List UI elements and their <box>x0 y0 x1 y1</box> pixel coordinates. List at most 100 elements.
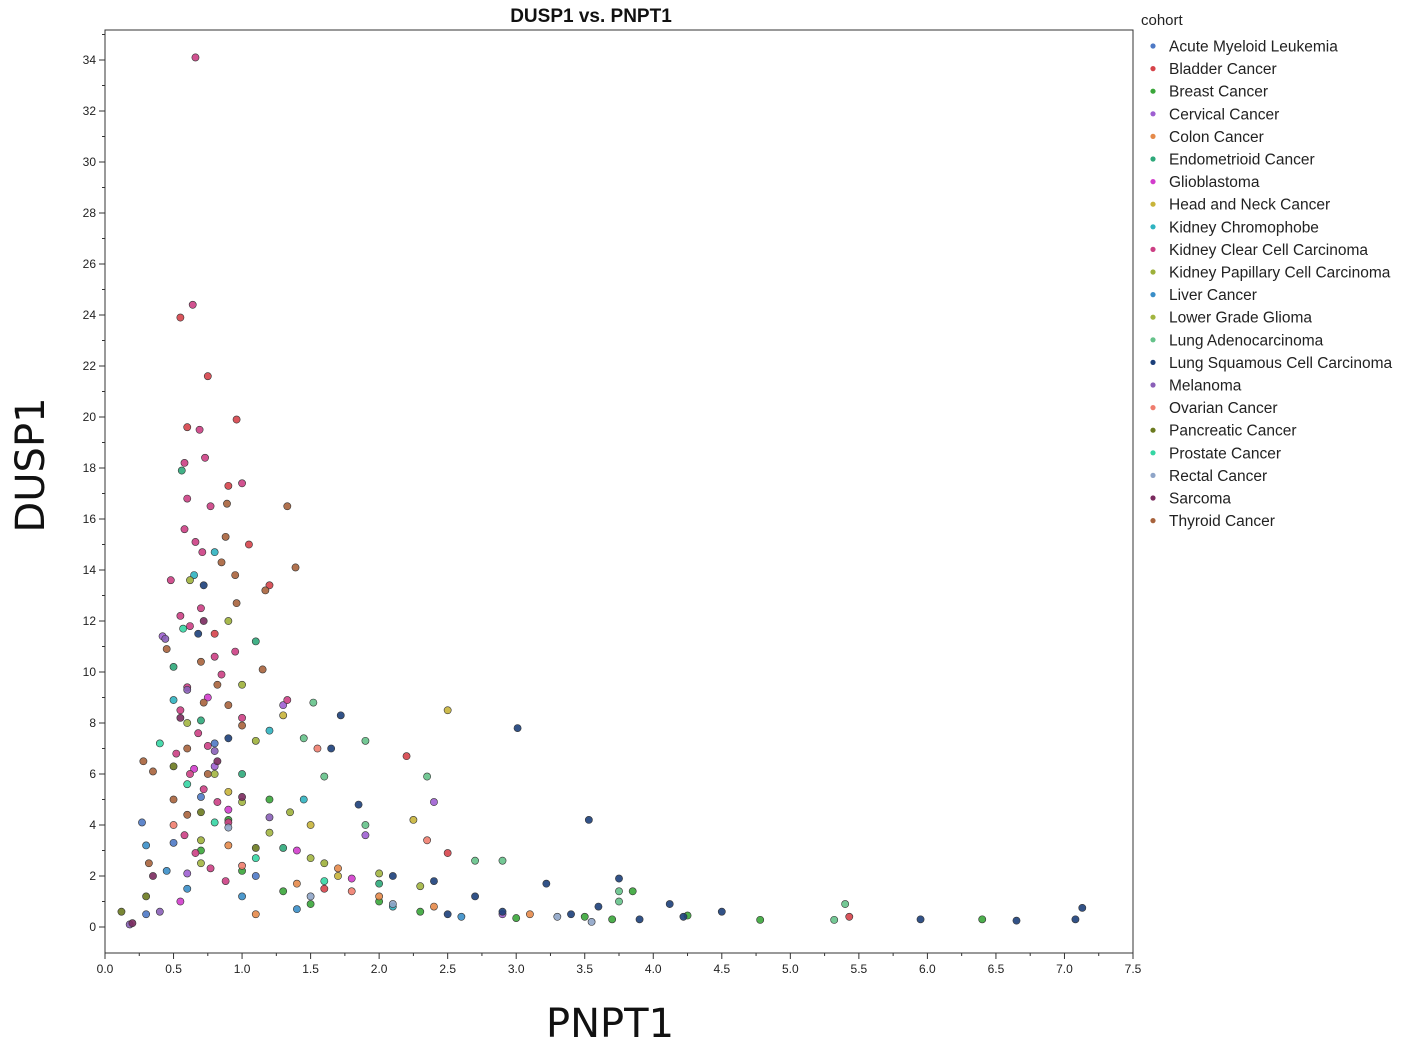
data-point <box>210 652 219 661</box>
data-point <box>292 846 301 855</box>
y-tick-label: 10 <box>83 665 97 679</box>
data-point <box>203 693 212 702</box>
data-point <box>443 706 452 715</box>
data-point <box>162 867 171 875</box>
legend-item: Colon Cancer <box>1150 129 1264 146</box>
legend-label: Thyroid Cancer <box>1169 513 1275 530</box>
data-point <box>615 874 623 883</box>
data-point <box>498 907 507 916</box>
y-tick-label: 12 <box>83 614 97 628</box>
legend-label: Bladder Cancer <box>1169 61 1277 78</box>
data-point <box>279 701 288 710</box>
data-point <box>258 665 267 674</box>
data-point <box>199 698 208 707</box>
data-point <box>279 887 288 896</box>
x-tick-label: 0.0 <box>97 962 114 976</box>
x-axis-title: PNPT1 <box>546 1001 674 1041</box>
legend-label: Prostate Cancer <box>1169 445 1281 462</box>
data-point <box>584 816 593 824</box>
legend-marker <box>1150 292 1156 298</box>
legend-item: Glioblastoma <box>1150 174 1260 191</box>
legend-marker <box>1150 156 1156 162</box>
y-tick-label: 14 <box>83 563 97 577</box>
legend-marker <box>1150 111 1156 117</box>
data-point <box>194 729 203 738</box>
data-point <box>224 841 233 850</box>
data-point <box>430 902 438 911</box>
legend-marker <box>1150 66 1156 72</box>
data-point <box>197 604 205 613</box>
data-point <box>299 795 308 804</box>
data-point <box>186 576 194 585</box>
data-point <box>679 912 688 921</box>
legend-label: Cervical Cancer <box>1169 106 1279 123</box>
data-point <box>155 907 164 916</box>
data-point <box>265 795 274 804</box>
data-point <box>665 900 674 908</box>
data-point <box>191 849 200 857</box>
legend-label: Ovarian Cancer <box>1169 400 1278 417</box>
data-point <box>306 854 315 863</box>
data-point <box>176 706 185 715</box>
data-point <box>283 696 292 704</box>
data-point <box>161 634 170 643</box>
data-point <box>206 864 215 873</box>
legend-item: Pancreatic Cancer <box>1150 423 1297 440</box>
data-point <box>251 736 260 745</box>
legend-item: Ovarian Cancer <box>1150 400 1278 417</box>
data-point <box>526 910 534 919</box>
y-tick-label: 26 <box>83 257 97 271</box>
data-point <box>203 770 212 778</box>
legend-label: Rectal Cancer <box>1169 468 1267 485</box>
data-point <box>194 629 203 638</box>
data-point <box>186 622 194 630</box>
x-tick-label: 2.0 <box>371 962 388 976</box>
data-point <box>265 581 274 590</box>
data-point <box>717 907 726 916</box>
data-point <box>615 897 623 906</box>
legend-item: Liver Cancer <box>1150 287 1257 304</box>
data-point <box>457 912 466 921</box>
data-point <box>292 905 301 914</box>
legend-item: Rectal Cancer <box>1150 468 1267 485</box>
data-point <box>198 548 207 557</box>
data-point <box>180 525 189 534</box>
y-tick-label: 8 <box>89 716 96 730</box>
data-point <box>628 887 637 896</box>
y-tick-label: 30 <box>83 155 97 169</box>
data-point <box>217 670 226 679</box>
y-tick-label: 18 <box>83 461 97 475</box>
data-point <box>238 721 246 730</box>
legend-marker <box>1150 43 1156 49</box>
legend-label: Melanoma <box>1169 378 1242 395</box>
data-point <box>169 795 178 804</box>
data-point <box>361 736 370 745</box>
legend-label: Acute Myeloid Leukemia <box>1169 39 1338 56</box>
legend-marker <box>1150 518 1156 524</box>
data-point <box>183 810 192 819</box>
legend-item: Acute Myeloid Leukemia <box>1150 39 1338 56</box>
legend-item: Thyroid Cancer <box>1150 513 1275 530</box>
legend-marker <box>1150 495 1156 501</box>
data-point <box>388 872 397 880</box>
data-point <box>409 816 418 824</box>
data-point <box>191 538 200 546</box>
x-tick-label: 3.0 <box>508 962 525 976</box>
data-point <box>177 466 186 475</box>
points-layer <box>117 53 1087 929</box>
data-point <box>190 571 198 579</box>
legend-label: Breast Cancer <box>1169 84 1268 101</box>
data-point <box>279 844 288 852</box>
data-point <box>291 563 300 572</box>
data-point <box>423 836 432 845</box>
data-point <box>180 458 189 467</box>
data-point <box>231 571 240 579</box>
legend-item: Lung Squamous Cell Carcinoma <box>1150 355 1393 372</box>
data-point <box>238 793 246 801</box>
legend-title: cohort <box>1141 12 1184 29</box>
data-point <box>306 892 315 901</box>
data-point <box>169 696 178 704</box>
data-point <box>138 818 146 827</box>
data-point <box>206 502 215 511</box>
data-point <box>279 711 288 720</box>
